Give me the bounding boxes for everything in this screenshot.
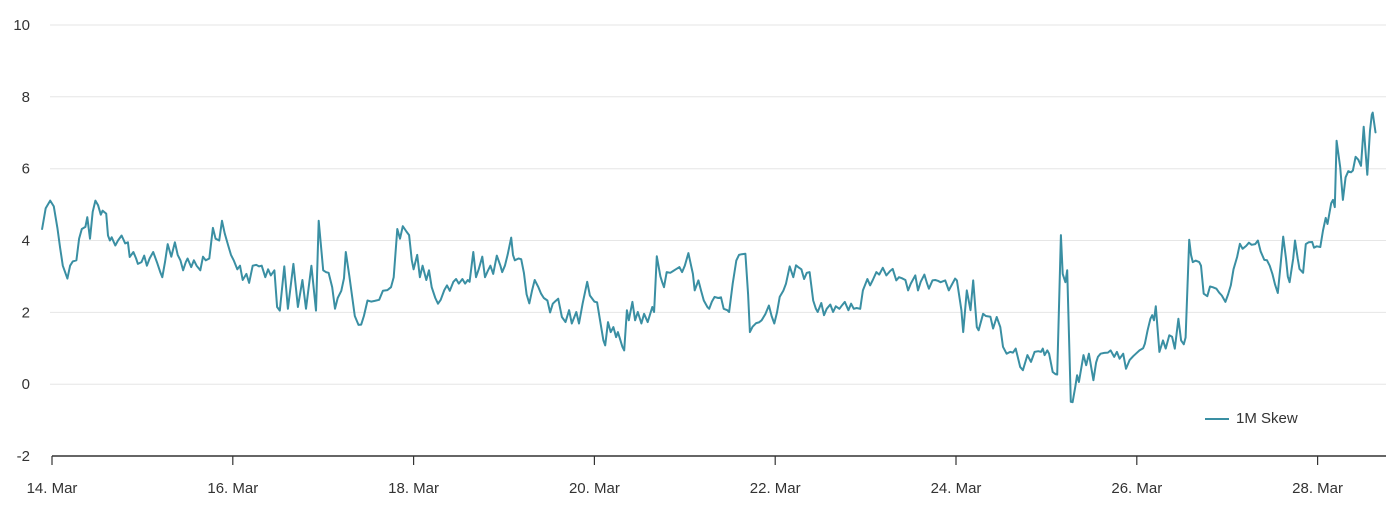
legend-line-marker-icon <box>1205 417 1229 420</box>
y-axis-label-4: 4 <box>22 233 30 250</box>
x-axis-label-16: 16. Mar <box>207 480 258 497</box>
x-axis-label-14: 14. Mar <box>27 480 78 497</box>
x-axis-labels: 14. Mar 16. Mar 18. Mar 20. Mar 22. Mar 24. M… <box>27 480 1343 497</box>
x-axis-label-28: 28. Mar <box>1292 480 1343 497</box>
y-axis-label-8: 8 <box>22 89 30 106</box>
series-group <box>41 111 1377 404</box>
gridlines <box>50 24 1386 385</box>
y-axis-labels: 10 8 6 4 2 0 -2 <box>13 17 30 465</box>
x-axis-label-26: 26. Mar <box>1111 480 1162 497</box>
axes <box>51 455 1386 465</box>
x-axis-label-20: 20. Mar <box>569 480 620 497</box>
y-axis-label--2: -2 <box>17 448 30 465</box>
series-line-1m-skew <box>41 111 1377 404</box>
y-axis-label-0: 0 <box>22 376 30 393</box>
legend-item-1m-skew[interactable]: 1M Skew <box>1205 410 1298 427</box>
x-axis-label-24: 24. Mar <box>931 480 982 497</box>
y-axis-label-2: 2 <box>22 304 30 321</box>
x-axis-label-22: 22. Mar <box>750 480 801 497</box>
x-axis-label-18: 18. Mar <box>388 480 439 497</box>
legend-label: 1M Skew <box>1236 410 1298 427</box>
y-axis-label-10: 10 <box>13 17 30 34</box>
y-axis-label-6: 6 <box>22 161 30 178</box>
